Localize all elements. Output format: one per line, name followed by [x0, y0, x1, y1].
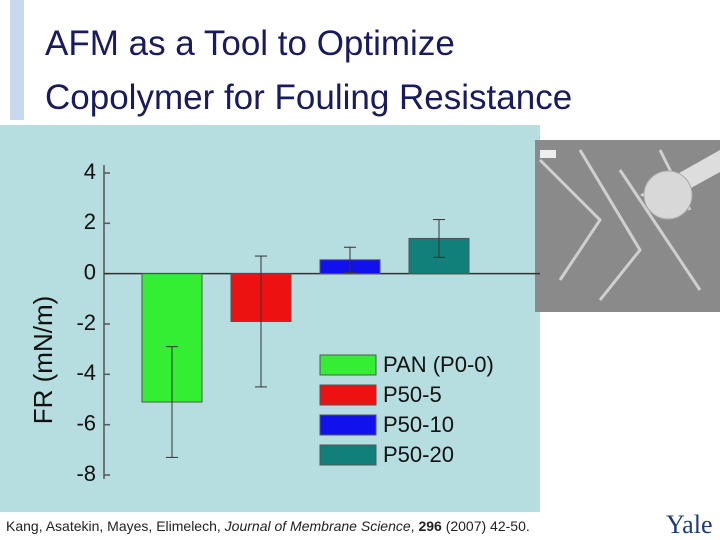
legend-label: P50-10 — [383, 412, 454, 437]
legend-swatch — [319, 444, 377, 466]
citation-rest: (2007) 42-50. — [441, 518, 530, 534]
citation-separator: , — [410, 518, 419, 534]
y-tick-label: -8 — [76, 461, 96, 486]
afm-tip — [643, 170, 693, 220]
citation-authors: Kang, Asatekin, Mayes, Elimelech, — [6, 518, 225, 534]
citation-journal: Journal of Membrane Science — [224, 518, 411, 534]
y-tick-label: 4 — [84, 159, 96, 184]
y-tick-label: 0 — [84, 259, 96, 284]
y-tick-label: -2 — [76, 310, 96, 335]
legend-label: P50-20 — [383, 442, 454, 467]
legend-label: P50-5 — [383, 382, 442, 407]
legend-swatch — [319, 354, 377, 376]
y-tick-label: -4 — [76, 360, 96, 385]
slide-title: AFM as a Tool to Optimize — [45, 24, 455, 63]
sem-texture — [538, 149, 702, 301]
logo: Yale — [666, 510, 713, 539]
legend-swatch — [319, 384, 377, 406]
slide-title: Copolymer for Fouling Resistance — [45, 78, 573, 117]
image-label — [540, 150, 556, 158]
y-tick-label: -6 — [76, 410, 96, 435]
accent-stripe — [10, 0, 24, 120]
y-axis-label: FR (mN/m) — [28, 296, 58, 425]
legend-label: PAN (P0-0) — [383, 352, 494, 377]
legend-swatch — [319, 414, 377, 436]
y-tick-label: 2 — [84, 209, 96, 234]
citation: Kang, Asatekin, Mayes, Elimelech, Journa… — [6, 518, 530, 534]
citation-volume: 296 — [418, 518, 442, 534]
